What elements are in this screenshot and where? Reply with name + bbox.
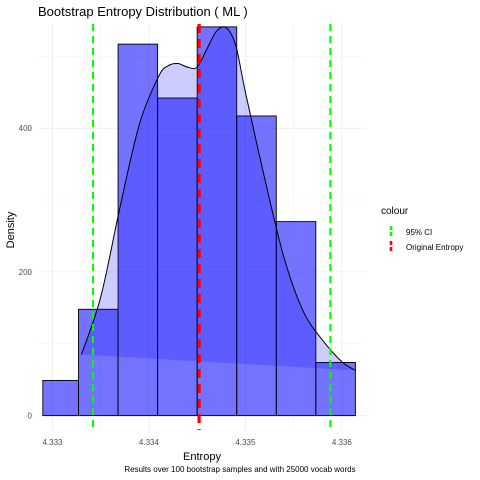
x-tick-label: 4.333: [42, 438, 63, 447]
chart-caption: Results over 100 bootstrap samples and w…: [124, 465, 355, 474]
chart-title: Bootstrap Entropy Distribution ( ML ): [38, 4, 248, 19]
legend-title: colour: [381, 206, 409, 217]
histogram-bar: [316, 362, 356, 415]
legend-label: 95% CI: [406, 228, 432, 237]
x-tick-label: 4.334: [139, 438, 160, 447]
x-axis-ticks: 4.333 4.334 4.335 4.336: [42, 438, 352, 447]
legend: colour 95% CI Original Entropy: [381, 206, 463, 253]
y-axis-ticks: 0 200 400: [19, 124, 33, 420]
y-tick-label: 400: [19, 124, 33, 133]
histogram-bar: [43, 380, 79, 415]
x-axis-title: Entropy: [183, 451, 221, 463]
x-tick-label: 4.335: [235, 438, 256, 447]
legend-label: Original Entropy: [406, 243, 463, 252]
x-tick-label: 4.336: [332, 438, 353, 447]
y-tick-label: 0: [28, 412, 33, 421]
y-axis-title: Density: [5, 211, 17, 248]
y-tick-label: 200: [19, 268, 33, 277]
plot-panel: [38, 24, 366, 430]
